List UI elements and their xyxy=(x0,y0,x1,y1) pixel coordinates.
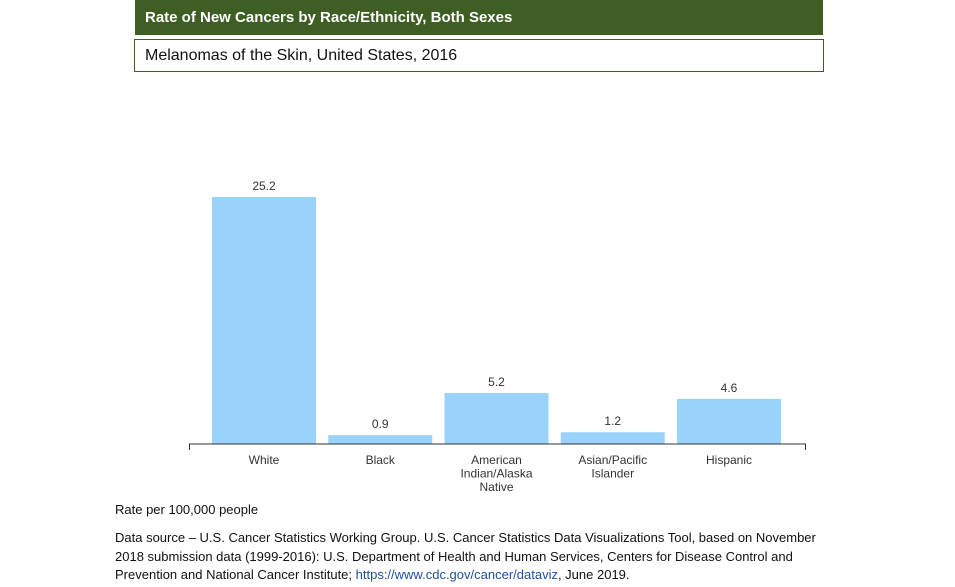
x-tick-label: Hispanic xyxy=(706,453,752,467)
x-tick-label: Islander xyxy=(591,467,634,481)
data-label: 1.2 xyxy=(604,414,621,428)
bar xyxy=(328,435,433,444)
x-tick-label: Indian/Alaska xyxy=(460,467,532,481)
chart-subtitle: Melanomas of the Skin, United States, 20… xyxy=(134,39,824,72)
data-source-note: Data source – U.S. Cancer Statistics Wor… xyxy=(115,529,835,585)
y-axis-title: Rate per 100,000 people xyxy=(115,502,259,517)
x-tick-label: Asian/Pacific xyxy=(578,453,647,467)
source-date: , June 2019. xyxy=(557,567,630,582)
bar xyxy=(444,393,549,444)
source-link[interactable]: https://www.cdc.gov/cancer/dataviz xyxy=(355,567,558,582)
bar xyxy=(212,197,316,444)
data-label: 0.9 xyxy=(372,417,389,431)
x-tick-label: American xyxy=(471,453,522,467)
source-text: Data source – U.S. Cancer Statistics Wor… xyxy=(115,530,816,582)
data-label: 4.6 xyxy=(721,381,738,395)
data-label: 25.2 xyxy=(252,179,276,193)
x-tick-label: Native xyxy=(479,480,513,494)
bar xyxy=(560,432,665,444)
bar xyxy=(677,398,781,444)
chart-title: Rate of New Cancers by Race/Ethnicity, B… xyxy=(135,0,823,35)
x-tick-label: Black xyxy=(366,453,396,467)
x-tick-label: White xyxy=(249,453,280,467)
data-label: 5.2 xyxy=(488,375,505,389)
